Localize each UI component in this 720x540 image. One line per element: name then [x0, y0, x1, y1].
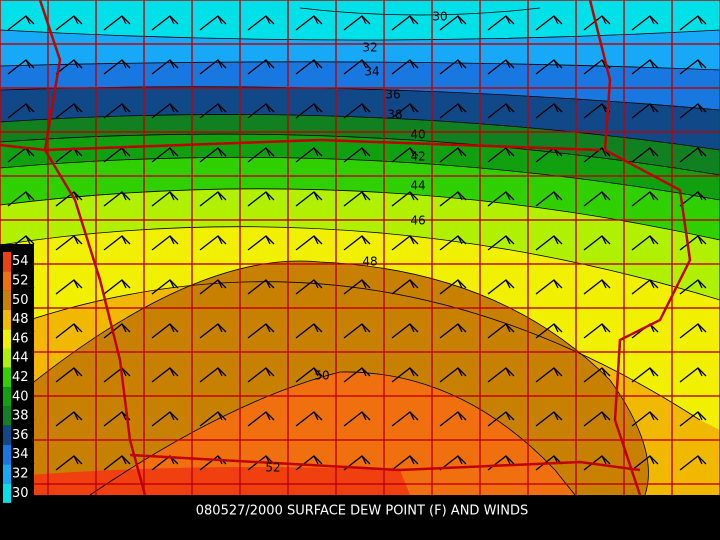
- contour-label: 52: [265, 461, 280, 475]
- contour-label: 38: [387, 108, 402, 122]
- legend-label: 32: [12, 466, 29, 481]
- legend-label: 34: [12, 447, 29, 462]
- legend-swatch: [3, 252, 11, 272]
- caption-bar: [0, 495, 720, 540]
- legend-swatch: [3, 290, 11, 310]
- legend-label: 46: [12, 331, 29, 346]
- contour-label: 50: [314, 369, 329, 383]
- state-border: [129, 453, 641, 472]
- legend: 54 52 50 48 46 44 42 40 38 36 34 32 30: [0, 244, 34, 514]
- contour-label: 30: [432, 10, 447, 24]
- legend-label: 54: [12, 254, 29, 269]
- legend-label: 42: [12, 370, 29, 385]
- contour-label: 44: [410, 179, 425, 193]
- legend-swatch: [3, 406, 11, 426]
- contour-label: 48: [362, 255, 377, 269]
- legend-swatch: [3, 445, 11, 465]
- legend-label: 38: [12, 409, 29, 424]
- legend-label: 44: [12, 351, 29, 366]
- contour-label: 40: [410, 128, 425, 142]
- legend-label: 50: [12, 293, 29, 308]
- legend-swatch: [3, 271, 11, 291]
- legend-swatch: [3, 425, 11, 445]
- legend-swatch: [3, 464, 11, 484]
- legend-swatch: [3, 483, 11, 503]
- county-grid-and-wind-barbs: [0, 0, 720, 495]
- caption: 080527/2000 SURFACE DEW POINT (F) AND WI…: [196, 504, 529, 519]
- contour-labels: 30 32 34 36 38 40 42 44 46 48 50 52: [265, 10, 447, 475]
- legend-swatch: [3, 367, 11, 388]
- legend-swatch: [3, 387, 11, 407]
- legend-label: 36: [12, 428, 29, 443]
- legend-label: 52: [12, 273, 29, 288]
- legend-label: 30: [12, 486, 29, 501]
- state-borders: [0, 0, 692, 496]
- legend-swatch: [3, 348, 11, 368]
- contour-label: 42: [410, 150, 425, 164]
- contour-label: 32: [362, 41, 377, 55]
- contour-label: 34: [364, 65, 379, 79]
- state-border: [38, 0, 147, 496]
- state-border: [588, 0, 692, 496]
- state-border: [0, 138, 601, 152]
- legend-label: 40: [12, 389, 29, 404]
- contour-label: 46: [410, 214, 425, 228]
- legend-label: 48: [12, 312, 29, 327]
- contour-label: 36: [385, 88, 400, 102]
- legend-swatch: [3, 309, 11, 330]
- legend-swatch: [3, 329, 11, 349]
